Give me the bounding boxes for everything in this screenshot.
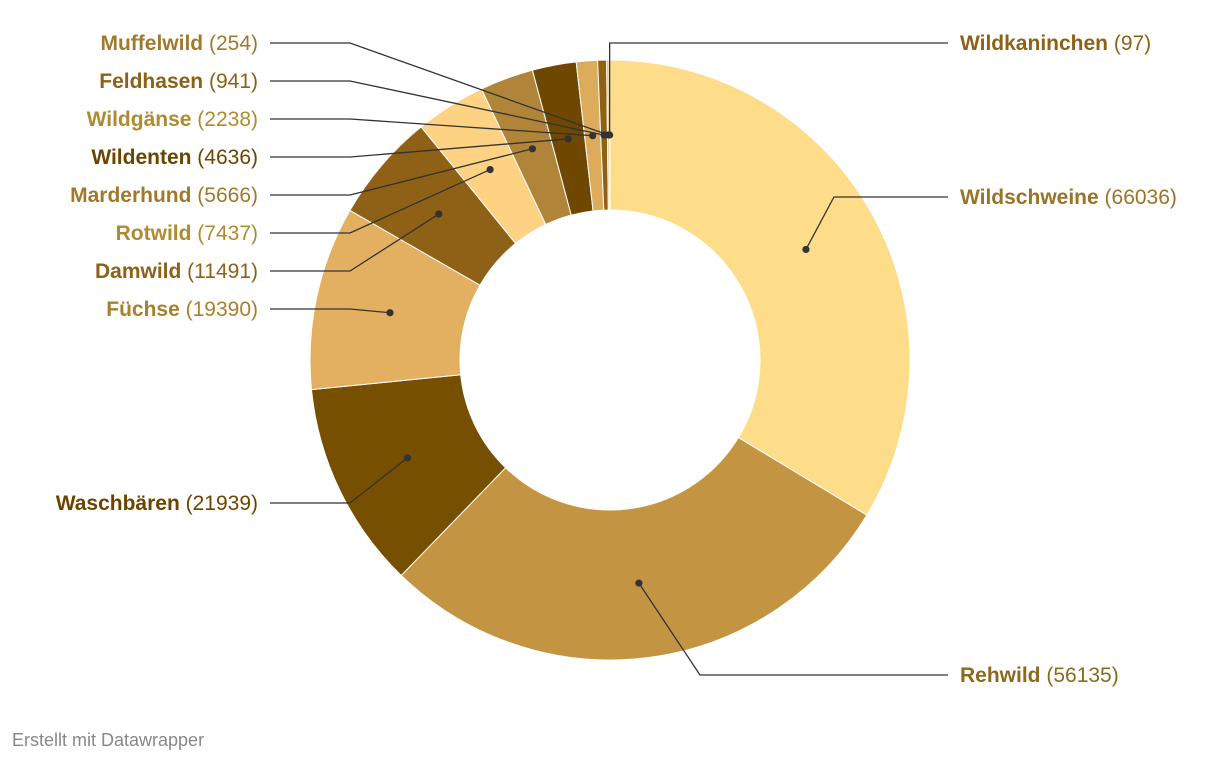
label-name: Waschbären [56,492,180,515]
anchor-dot-rehwild [635,579,643,587]
label-name: Wildenten [91,146,191,169]
leader-line-wildschweine [805,196,948,250]
label-name: Wildkaninchen [960,32,1108,55]
leader-line-rehwild [638,582,948,676]
label-value: (11491) [181,260,258,283]
anchor-dot-wildenten [564,135,572,143]
leader-line-damwild [270,213,440,272]
anchor-dot-fuechse [386,309,394,317]
label-wildschweine: Wildschweine (66036) [960,186,1177,209]
label-rehwild: Rehwild (56135) [960,664,1119,687]
leader-line-waschbaeren [270,457,408,504]
credit-text: Erstellt mit Datawrapper [12,730,205,750]
label-value: (19390) [180,298,258,321]
label-name: Füchse [106,298,180,321]
label-wildkaninchen: Wildkaninchen (97) [960,32,1151,55]
label-name: Feldhasen [99,70,203,93]
label-marderhund: Marderhund (5666) [70,184,258,207]
slice-wildschweine [609,59,911,516]
label-value: (2238) [191,108,258,131]
leader-line-feldhasen [270,80,605,136]
label-value: (66036) [1099,186,1177,209]
label-value: (254) [203,32,258,55]
label-value: (21939) [180,492,258,515]
leader-line-fuechse [270,308,391,314]
label-fuechse: Füchse (19390) [106,298,258,321]
anchor-dot-wildschweine [802,245,810,254]
donut-slices [309,59,911,661]
label-rotwild: Rotwild (7437) [116,222,258,245]
label-name: Wildschweine [960,186,1099,209]
label-name: Rotwild [116,222,192,245]
leader-line-wildenten [270,138,569,158]
label-waschbaeren: Waschbären (21939) [56,492,258,515]
label-value: (97) [1108,32,1151,55]
anchor-dot-wildkaninchen [606,131,614,139]
slice-rehwild [400,436,868,661]
label-feldhasen: Feldhasen (941) [99,70,258,93]
label-damwild: Damwild (11491) [95,260,258,283]
label-wildgaense: Wildgänse (2238) [87,108,258,131]
label-name: Wildgänse [87,108,192,131]
leader-line-marderhund [270,148,533,196]
leader-lines [270,42,948,676]
label-value: (7437) [191,222,258,245]
anchor-dot-wildgaense [589,132,597,140]
label-value: (941) [203,70,258,93]
anchor-dot-waschbaeren [403,454,411,462]
slice-labels: Wildschweine (66036) Rehwild (56135) Wasch… [56,32,1177,687]
label-name: Rehwild [960,664,1041,687]
leader-line-wildkaninchen [609,42,948,136]
anchor-dot-marderhund [528,145,536,153]
anchor-dot-damwild [435,210,443,218]
label-value: (5666) [191,184,258,207]
label-wildenten: Wildenten (4636) [91,146,258,169]
label-name: Marderhund [70,184,191,207]
leader-line-rotwild [270,168,491,234]
anchor-dot-rotwild [486,165,494,174]
label-name: Muffelwild [100,32,203,55]
label-value: (56135) [1041,664,1119,687]
label-value: (4636) [191,146,258,169]
leader-line-muffelwild [270,42,609,136]
leader-line-wildgaense [270,118,593,137]
label-muffelwild: Muffelwild (254) [100,32,258,55]
label-name: Damwild [95,260,181,283]
